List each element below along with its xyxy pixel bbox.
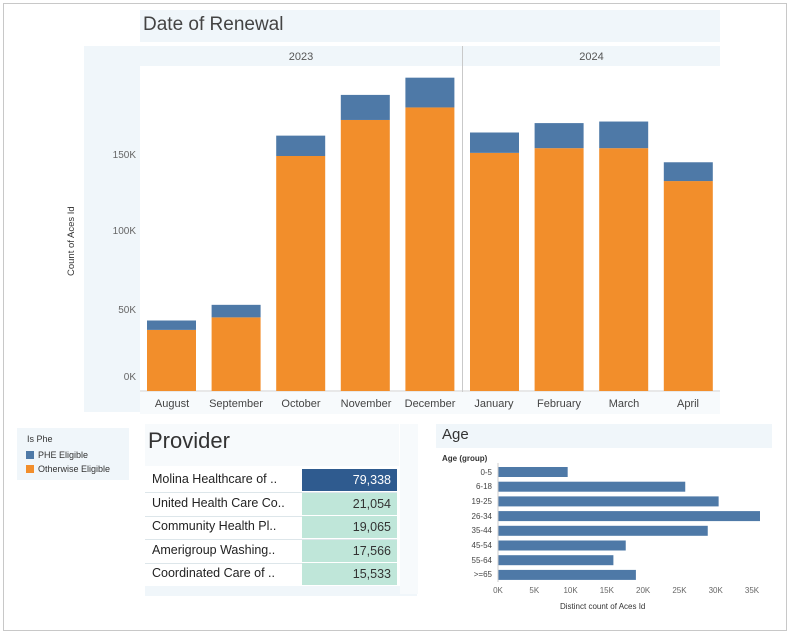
age-bar-0-5[interactable] bbox=[498, 467, 568, 477]
y-tick-label: 50K bbox=[118, 305, 136, 316]
age-bar--65[interactable] bbox=[498, 569, 636, 580]
age-x-tick-label: 0K bbox=[493, 586, 503, 595]
provider-count: 15,533 bbox=[302, 563, 397, 585]
legend-label: Otherwise Eligible bbox=[38, 464, 111, 474]
x-tick-february: February bbox=[536, 398, 582, 410]
legend-title: Is Phe bbox=[27, 434, 53, 444]
legend-label: PHE Eligible bbox=[38, 450, 89, 460]
provider-row[interactable]: United Health Care Co.. 21,054 bbox=[145, 492, 397, 517]
age-category-label: 26-34 bbox=[471, 511, 492, 521]
bar-april-phe-eligible[interactable] bbox=[663, 162, 713, 182]
age-x-tick-label: 25K bbox=[672, 586, 687, 595]
x-tick-march: March bbox=[608, 398, 640, 410]
x-tick-december: December bbox=[404, 398, 456, 410]
provider-count: 79,338 bbox=[302, 469, 397, 491]
renewal-title: Date of Renewal bbox=[143, 14, 284, 35]
age-category-label: 45-54 bbox=[471, 541, 492, 550]
y-tick-label: 0K bbox=[123, 372, 136, 383]
y-tick-label: 150K bbox=[112, 150, 136, 161]
provider-count: 17,566 bbox=[302, 539, 397, 562]
age-category-label: 55-64 bbox=[471, 555, 492, 565]
legend-item-phe-eligible[interactable]: PHE Eligible bbox=[26, 450, 88, 460]
dashboard-frame bbox=[3, 3, 787, 631]
age-bar-26-34[interactable] bbox=[498, 511, 760, 522]
age-x-tick-label: 30K bbox=[708, 586, 723, 595]
bar-november-otherwise-eligible[interactable] bbox=[340, 119, 390, 391]
bar-october-phe-eligible[interactable] bbox=[276, 135, 326, 156]
year-header-2023: 2023 bbox=[288, 51, 314, 63]
bar-january-otherwise-eligible[interactable] bbox=[470, 152, 519, 391]
bar-october-otherwise-eligible[interactable] bbox=[276, 156, 326, 391]
age-x-tick-label: 20K bbox=[636, 586, 651, 595]
age-x-axis-label: Distinct count of Aces Id bbox=[560, 602, 646, 611]
provider-row[interactable]: Amerigroup Washing.. 17,566 bbox=[145, 539, 397, 564]
year-header-band bbox=[84, 46, 720, 66]
bar-december-otherwise-eligible[interactable] bbox=[405, 107, 455, 391]
bar-april-otherwise-eligible[interactable] bbox=[663, 181, 713, 391]
age-category-label: 6-18 bbox=[475, 482, 492, 492]
year-header-2024: 2024 bbox=[579, 51, 604, 63]
bar-november-phe-eligible[interactable] bbox=[340, 94, 390, 120]
x-tick-november: November bbox=[340, 398, 392, 410]
legend-item-otherwise-eligible[interactable]: Otherwise Eligible bbox=[26, 464, 110, 474]
age-x-tick-label: 15K bbox=[599, 586, 614, 595]
provider-row[interactable]: Coordinated Care of .. 15,533 bbox=[145, 563, 397, 587]
age-group-header: Age (group) bbox=[442, 454, 488, 463]
x-tick-october: October bbox=[281, 398, 321, 410]
bar-march-phe-eligible[interactable] bbox=[599, 121, 649, 149]
legend-swatch bbox=[26, 451, 34, 459]
age-bar-35-44[interactable] bbox=[498, 525, 708, 536]
age-bar-45-54[interactable] bbox=[498, 540, 626, 551]
provider-name: Amerigroup Washing.. bbox=[152, 542, 276, 557]
bar-august-phe-eligible[interactable] bbox=[147, 320, 196, 330]
bar-september-phe-eligible[interactable] bbox=[211, 304, 261, 318]
age-title-band bbox=[436, 424, 772, 448]
age-category-label: >=65 bbox=[473, 570, 492, 580]
age-title: Age bbox=[442, 426, 469, 443]
bar-september-otherwise-eligible[interactable] bbox=[211, 317, 261, 391]
bar-january-phe-eligible[interactable] bbox=[470, 132, 519, 153]
bar-december-phe-eligible[interactable] bbox=[405, 77, 455, 108]
age-bar-19-25[interactable] bbox=[498, 496, 719, 507]
age-bar-6-18[interactable] bbox=[498, 481, 686, 492]
age-category-label: 0-5 bbox=[480, 467, 492, 477]
age-x-tick-label: 10K bbox=[563, 586, 578, 595]
bar-august-otherwise-eligible[interactable] bbox=[147, 329, 196, 391]
provider-count: 19,065 bbox=[302, 516, 397, 538]
x-tick-april: April bbox=[676, 398, 699, 410]
age-x-tick-label: 35K bbox=[744, 586, 760, 595]
bar-march-otherwise-eligible[interactable] bbox=[599, 148, 649, 391]
provider-name: Coordinated Care of .. bbox=[152, 566, 275, 580]
provider-title-band bbox=[145, 424, 399, 466]
x-axis-band bbox=[140, 392, 720, 414]
provider-name: Community Health Pl.. bbox=[152, 519, 277, 533]
legend-box bbox=[17, 428, 129, 480]
y-axis-band bbox=[84, 66, 140, 412]
provider-name: United Health Care Co.. bbox=[152, 495, 285, 510]
provider-name: Molina Healthcare of .. bbox=[152, 472, 278, 486]
x-tick-august: August bbox=[154, 398, 190, 410]
provider-bottom-band bbox=[145, 586, 417, 596]
renewal-title-band bbox=[140, 10, 720, 42]
provider-count: 21,054 bbox=[302, 492, 397, 515]
provider-row[interactable]: Molina Healthcare of .. 79,338 bbox=[145, 469, 397, 493]
age-category-label: 19-25 bbox=[471, 496, 492, 506]
bar-february-otherwise-eligible[interactable] bbox=[534, 148, 584, 391]
x-tick-january: January bbox=[474, 398, 514, 410]
provider-title: Provider bbox=[148, 428, 230, 453]
y-tick-label: 100K bbox=[112, 226, 136, 237]
provider-row[interactable]: Community Health Pl.. 19,065 bbox=[145, 516, 397, 540]
bar-february-phe-eligible[interactable] bbox=[534, 123, 584, 149]
legend-swatch bbox=[26, 465, 34, 473]
age-x-tick-label: 5K bbox=[529, 586, 540, 595]
age-bar-55-64[interactable] bbox=[498, 555, 614, 566]
x-tick-september: September bbox=[209, 398, 263, 410]
age-category-label: 35-44 bbox=[471, 526, 492, 536]
year-divider bbox=[462, 46, 463, 412]
provider-side-band bbox=[400, 424, 418, 594]
